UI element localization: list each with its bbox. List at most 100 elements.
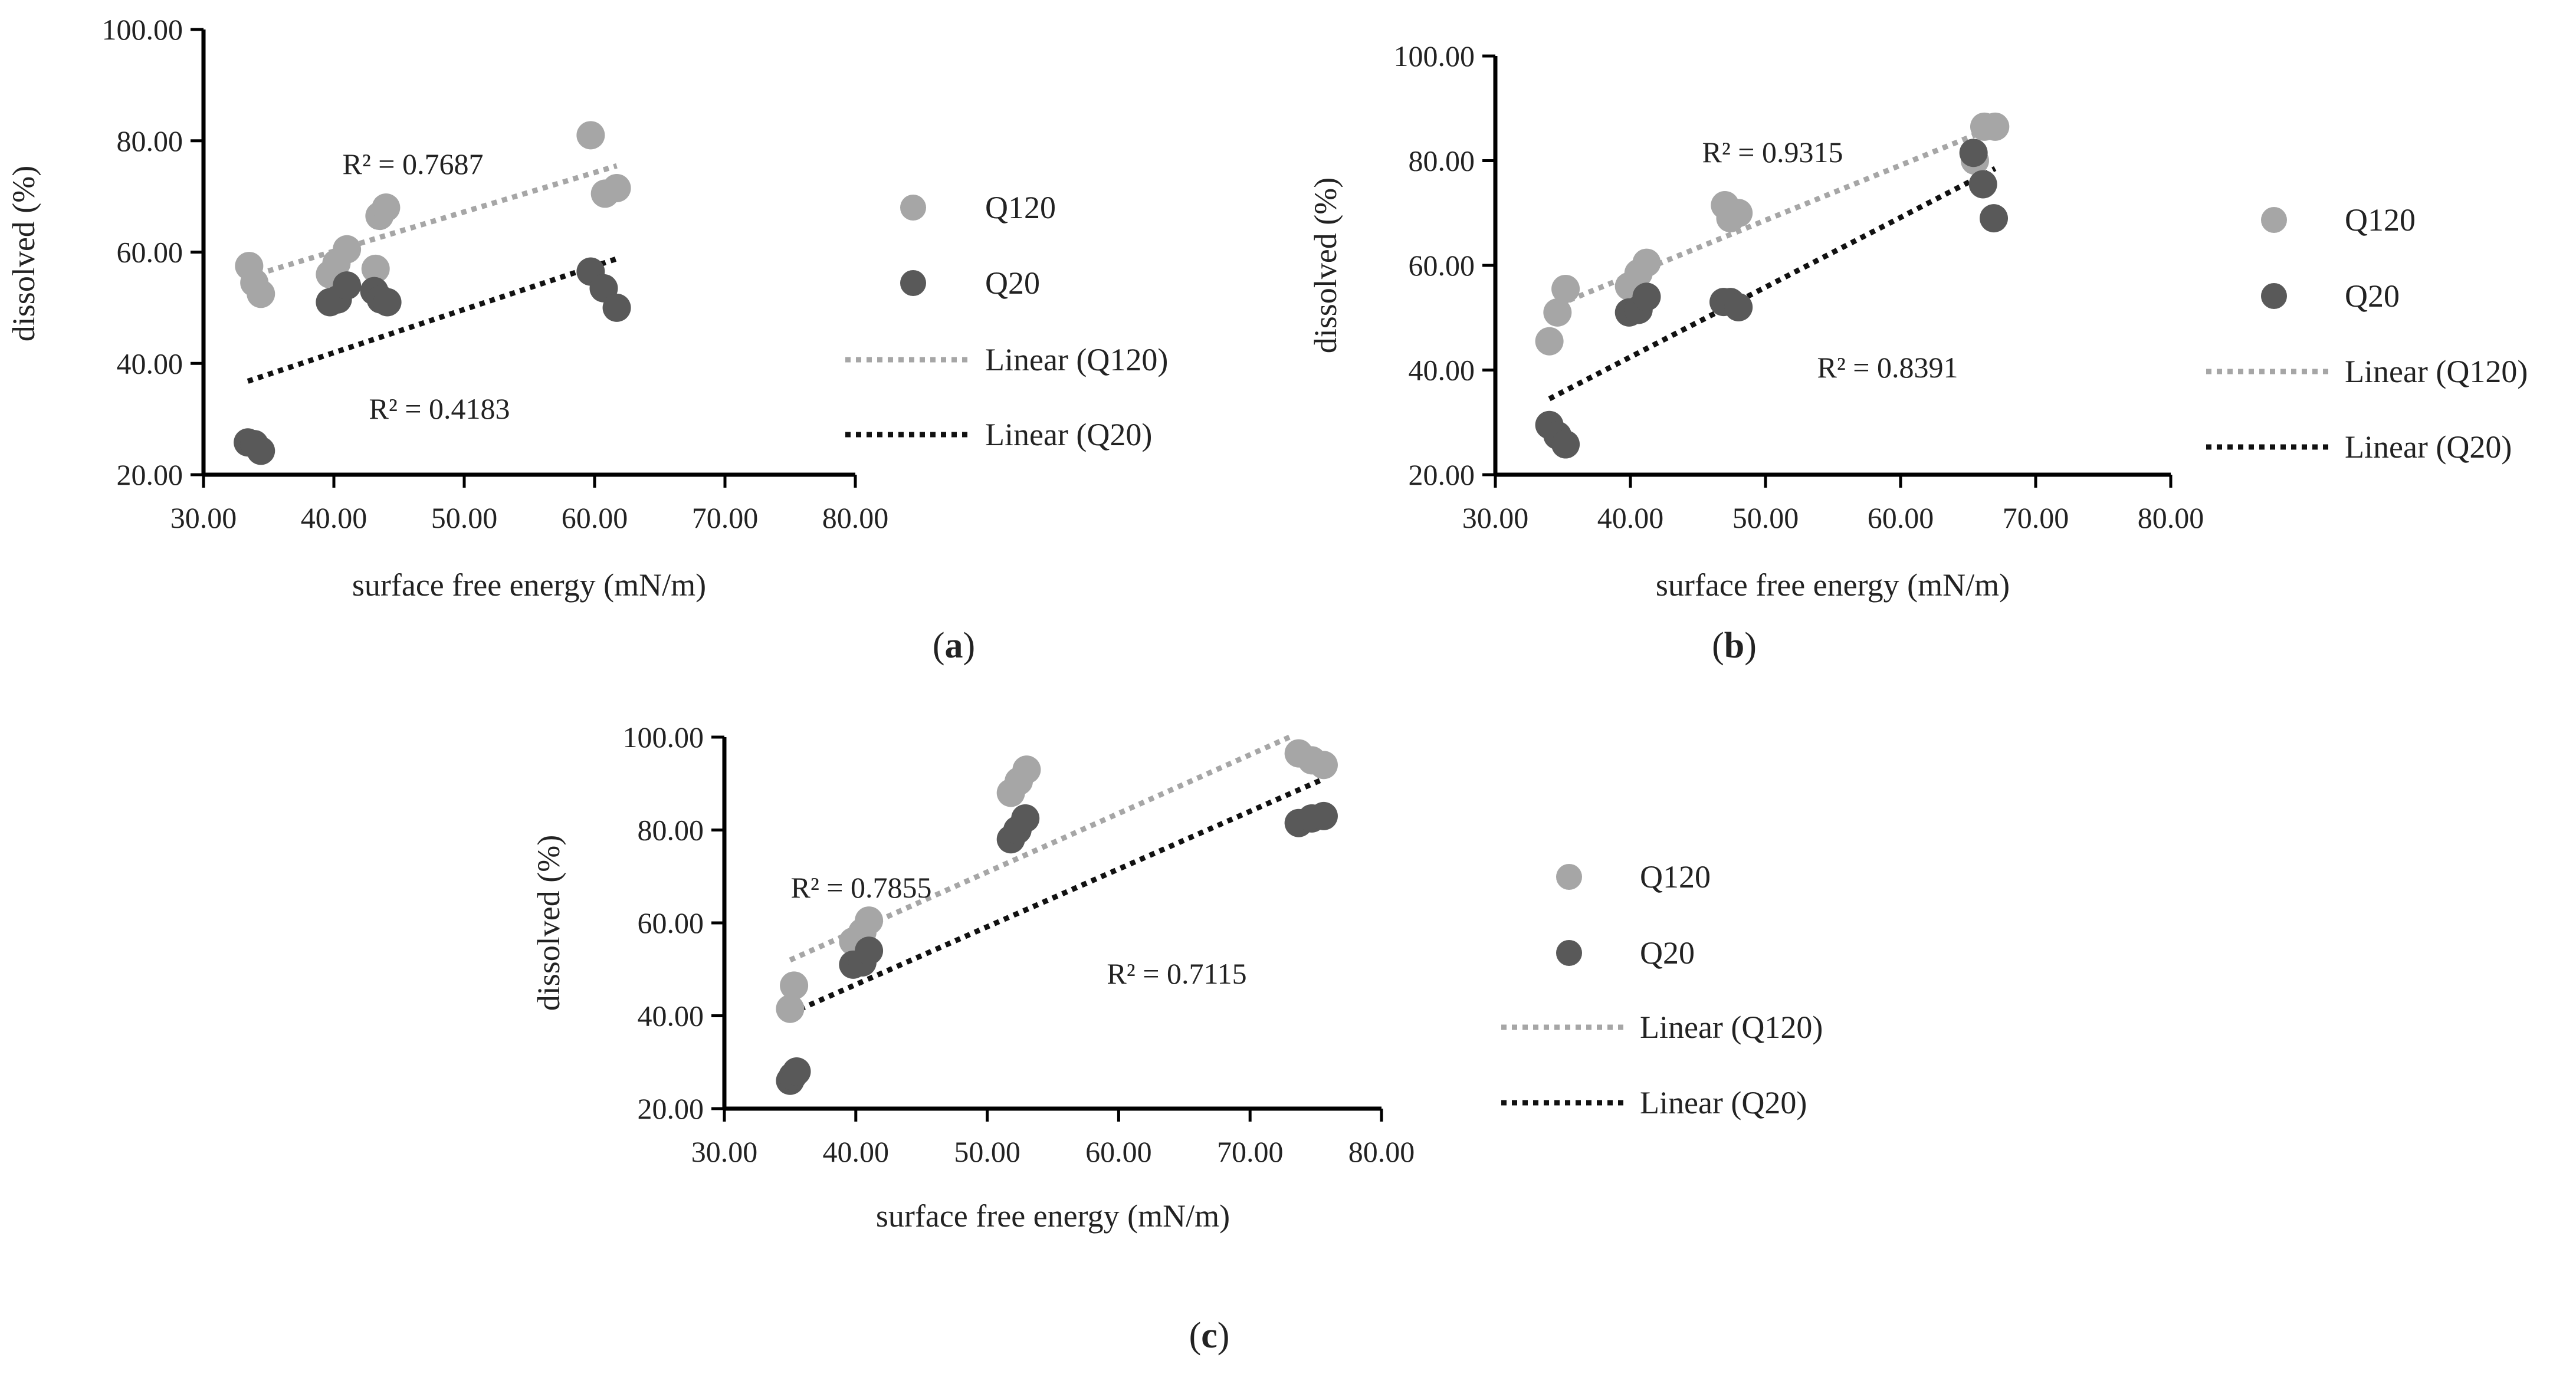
data-point-q120-b <box>1543 298 1572 327</box>
legend-label-a: Linear (Q20) <box>985 417 1152 452</box>
x-tick-label-a: 50.00 <box>431 501 498 534</box>
y-tick-label-b: 80.00 <box>1409 144 1475 177</box>
data-point-q120-b <box>1724 199 1753 228</box>
legend-marker-q20-a <box>900 270 926 296</box>
data-point-q20-a <box>333 271 362 300</box>
legend-label-c: Linear (Q120) <box>1640 1010 1823 1045</box>
x-axis-title-a: surface free energy (mN/m) <box>352 567 706 603</box>
data-point-q120-c <box>855 906 884 935</box>
data-point-q120-c <box>776 994 805 1023</box>
r2-label-q120-b: R² = 0.9315 <box>1702 136 1843 169</box>
x-tick-label-b: 50.00 <box>1732 501 1799 534</box>
data-point-q20-b <box>1632 282 1661 311</box>
data-point-q20-b <box>1959 139 1988 167</box>
legend-marker-q120-c <box>1556 864 1582 890</box>
data-point-q120-a <box>361 254 390 283</box>
trendline-q20-b <box>1548 166 1997 402</box>
data-point-q120-b <box>1551 274 1580 303</box>
y-axis-title-a: dissolved (%) <box>6 166 41 341</box>
x-tick-label-c: 50.00 <box>954 1135 1020 1168</box>
data-point-q120-a <box>333 235 362 264</box>
data-point-q120-b <box>1535 327 1564 356</box>
y-tick-label-c: 80.00 <box>638 814 704 847</box>
y-tick-label-b: 100.00 <box>1394 40 1475 73</box>
legend-label-b: Linear (Q120) <box>2345 354 2528 389</box>
x-axis-title-b: surface free energy (mN/m) <box>1656 567 2010 603</box>
x-tick-label-b: 40.00 <box>1597 501 1664 534</box>
x-tick-label-c: 40.00 <box>823 1135 890 1168</box>
legend-label-c: Linear (Q20) <box>1640 1085 1807 1120</box>
data-point-q20-a <box>247 436 275 465</box>
y-tick-label-b: 20.00 <box>1409 458 1475 491</box>
y-axis-title-c: dissolved (%) <box>531 835 566 1011</box>
data-point-q20-c <box>1011 804 1040 833</box>
x-tick-label-c: 30.00 <box>691 1135 758 1168</box>
legend-marker-q20-c <box>1556 940 1582 966</box>
legend-label-b: Q20 <box>2345 278 2400 314</box>
r2-label-q120-c: R² = 0.7855 <box>790 871 931 904</box>
caption-b: (b) <box>1712 626 1757 666</box>
r2-label-q20-c: R² = 0.7115 <box>1107 957 1246 990</box>
caption-a-letter: a <box>944 626 963 666</box>
legend-marker-q120-b <box>2261 207 2287 233</box>
y-tick-label-c: 60.00 <box>638 906 704 939</box>
data-point-q20-b <box>1551 430 1580 459</box>
data-point-q120-a <box>372 193 401 222</box>
data-point-q120-b <box>1632 248 1661 277</box>
legend-label-b: Linear (Q20) <box>2345 429 2512 465</box>
y-tick-label-b: 40.00 <box>1409 354 1475 387</box>
y-tick-label-a: 20.00 <box>117 458 183 491</box>
y-tick-label-c: 40.00 <box>638 1000 704 1033</box>
caption-c-letter: c <box>1201 1316 1218 1356</box>
caption-b-letter: b <box>1724 626 1745 666</box>
r2-label-q20-b: R² = 0.8391 <box>1817 351 1958 384</box>
x-tick-label-c: 80.00 <box>1348 1135 1415 1168</box>
y-tick-label-b: 60.00 <box>1409 249 1475 282</box>
x-tick-label-c: 70.00 <box>1217 1135 1284 1168</box>
data-point-q120-a <box>602 173 631 202</box>
y-tick-label-a: 80.00 <box>117 124 183 157</box>
trendline-q20-a <box>247 256 618 384</box>
r2-label-q20-a: R² = 0.4183 <box>369 392 510 425</box>
legend-label-c: Q120 <box>1640 859 1711 895</box>
x-tick-label-a: 60.00 <box>562 501 628 534</box>
legend-label-a: Linear (Q120) <box>985 342 1168 377</box>
y-tick-label-a: 60.00 <box>117 236 183 269</box>
data-point-q120-a <box>247 280 275 308</box>
legend-label-a: Q20 <box>985 265 1040 301</box>
trendline-q20-c <box>789 776 1325 1016</box>
x-tick-label-b: 30.00 <box>1462 501 1529 534</box>
x-tick-label-a: 30.00 <box>170 501 237 534</box>
caption-a: (a) <box>932 626 976 666</box>
data-point-q20-a <box>373 288 402 317</box>
trendline-q120-a <box>247 163 618 280</box>
data-point-q20-b <box>1724 293 1753 321</box>
y-tick-label-a: 100.00 <box>102 13 183 46</box>
r2-label-q120-a: R² = 0.7687 <box>342 147 483 180</box>
data-point-q20-b <box>1980 204 2009 233</box>
x-tick-label-a: 40.00 <box>301 501 367 534</box>
y-axis-title-b: dissolved (%) <box>1308 177 1343 353</box>
data-point-q20-c <box>855 936 884 965</box>
x-axis-title-c: surface free energy (mN/m) <box>876 1198 1230 1234</box>
x-tick-label-c: 60.00 <box>1085 1135 1152 1168</box>
x-tick-label-a: 80.00 <box>822 501 889 534</box>
data-point-q120-a <box>576 121 605 150</box>
data-point-q20-b <box>1968 170 1997 199</box>
x-tick-label-b: 70.00 <box>2003 501 2069 534</box>
caption-c: (c) <box>1189 1316 1230 1356</box>
legend-marker-q20-b <box>2261 283 2287 309</box>
data-point-q20-c <box>782 1057 811 1086</box>
legend-marker-q120-a <box>900 195 926 221</box>
legend-label-b: Q120 <box>2345 202 2416 238</box>
data-point-q20-a <box>602 293 631 322</box>
y-tick-label-c: 20.00 <box>638 1092 704 1125</box>
data-point-q120-c <box>1012 755 1041 784</box>
legend-label-c: Q20 <box>1640 935 1695 971</box>
y-tick-label-c: 100.00 <box>623 721 704 754</box>
data-point-q120-c <box>780 971 809 1000</box>
x-tick-label-a: 70.00 <box>692 501 759 534</box>
x-tick-label-b: 60.00 <box>1868 501 1934 534</box>
